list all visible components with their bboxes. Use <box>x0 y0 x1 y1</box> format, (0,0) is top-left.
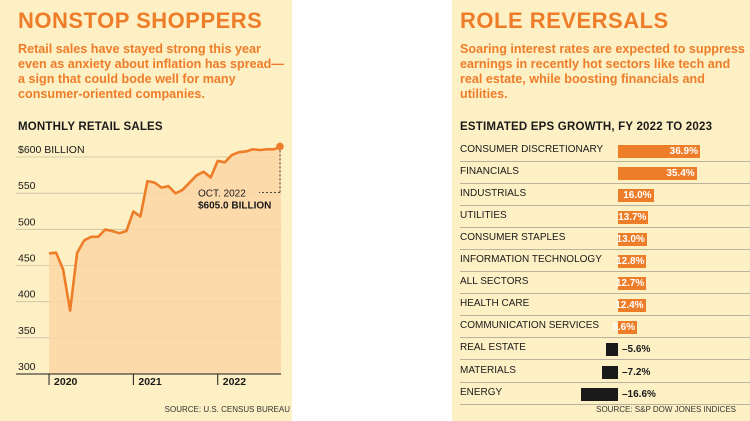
bar-row: COMMUNICATION SERVICES 8.6% <box>460 316 750 339</box>
eps-subtitle: Soaring interest rates are expected to s… <box>460 42 745 101</box>
bar-row: ALL SECTORS 12.7% <box>460 272 750 295</box>
x-tick-label: 2021 <box>138 376 162 388</box>
x-tick-label: 2020 <box>54 376 78 388</box>
row-divider <box>460 337 750 339</box>
bar-value-label: 12.4% <box>615 300 644 312</box>
row-divider <box>460 403 750 405</box>
bar-row: FINANCIALS 35.4% <box>460 162 750 185</box>
bar <box>605 343 618 357</box>
sales-area <box>49 146 281 374</box>
bar-value-label: 12.7% <box>615 278 645 290</box>
bar-value-label: –5.6% <box>622 344 651 356</box>
bar-row: INFORMATION TECHNOLOGY 12.8% <box>460 250 750 273</box>
bar-value-label: 8.6% <box>612 322 636 334</box>
bar-row: HEALTH CARE 12.4% <box>460 294 750 317</box>
bar <box>618 299 646 313</box>
bar-row: CONSUMER STAPLES 13.0% <box>460 228 750 251</box>
bar-category-label: COMMUNICATION SERVICES <box>460 320 600 332</box>
bar-category-label: UTILITIES <box>460 210 507 222</box>
bar-category-label: FINANCIALS <box>460 166 519 178</box>
retail-source: SOURCE: U.S. CENSUS BUREAU <box>164 405 290 414</box>
y-tick-label: 400 <box>18 289 36 301</box>
bar-category-label: ENERGY <box>460 386 503 398</box>
right-panel: ROLE REVERSALS Soaring interest rates ar… <box>452 0 750 421</box>
bar-category-label: ALL SECTORS <box>460 276 529 288</box>
bar-row: INDUSTRIALS 16.0% <box>460 184 750 207</box>
bar <box>581 387 618 401</box>
bar-row: UTILITIES 13.7% <box>460 206 750 229</box>
annotation-value: $605.0 BILLION <box>198 200 271 211</box>
bar-category-label: CONSUMER STAPLES <box>460 232 566 244</box>
row-divider <box>460 249 750 251</box>
bar-category-label: HEALTH CARE <box>460 298 530 310</box>
y-tick-label: 300 <box>18 361 36 373</box>
y-tick-label: $600 BILLION <box>18 144 85 156</box>
row-divider <box>460 183 750 185</box>
y-tick-label: 550 <box>18 180 36 192</box>
row-divider <box>460 227 750 229</box>
bar-value-label: 35.4% <box>666 168 695 180</box>
bar-row: MATERIALS –7.2% <box>460 361 750 383</box>
eps-source: SOURCE: S&P DOW JONES INDICES <box>596 405 736 414</box>
eps-chart-title: ESTIMATED EPS GROWTH, FY 2022 TO 2023 <box>460 121 713 133</box>
bar-category-label: MATERIALS <box>460 364 516 376</box>
bar <box>618 211 649 225</box>
bar-value-label: 36.9% <box>669 146 698 157</box>
bar-row: ENERGY –16.6% <box>460 383 750 405</box>
bar <box>618 321 638 335</box>
retail-sales-chart: $600 BILLION 550 500 450 400 350 300 2020 2021 20… <box>16 142 284 388</box>
bar-category-label: REAL ESTATE <box>460 342 526 354</box>
row-divider <box>460 205 750 207</box>
eps-title: ROLE REVERSALS <box>460 8 669 33</box>
y-tick-label: 450 <box>18 253 36 265</box>
left-panel: NONSTOP SHOPPERS Retail sales have staye… <box>0 0 292 421</box>
bar-value-label: –7.2% <box>622 366 651 378</box>
bar <box>602 365 618 379</box>
bar-category-label: INDUSTRIALS <box>460 188 527 200</box>
bar-value-label: –16.6% <box>622 388 656 400</box>
row-divider <box>460 381 750 383</box>
bar <box>618 255 647 269</box>
bar <box>618 277 647 291</box>
row-divider <box>460 315 750 317</box>
row-divider <box>460 161 750 162</box>
bar-category-label: CONSUMER DISCRETIONARY <box>460 144 604 155</box>
bar-category-label: INFORMATION TECHNOLOGY <box>460 254 602 266</box>
bar-row: REAL ESTATE –5.6% <box>460 338 750 361</box>
x-tick-label: 2022 <box>223 376 247 388</box>
sales-line <box>48 145 282 312</box>
bar-value-label: 16.0% <box>623 190 652 202</box>
y-tick-label: 500 <box>18 216 36 228</box>
retail-title: NONSTOP SHOPPERS <box>18 8 263 33</box>
bar <box>618 167 697 181</box>
bar <box>618 145 700 158</box>
bar-value-label: 13.0% <box>616 234 645 246</box>
annotation-date: OCT. 2022 <box>198 188 246 199</box>
bar <box>618 189 654 203</box>
row-divider <box>460 359 750 361</box>
retail-chart-title: MONTHLY RETAIL SALES <box>18 121 163 133</box>
bar-value-label: 13.7% <box>618 212 647 224</box>
y-tick-label: 350 <box>18 325 36 337</box>
bar-value-label: 12.8% <box>616 256 645 268</box>
row-divider <box>460 293 750 295</box>
row-divider <box>460 271 750 273</box>
bar <box>618 233 647 247</box>
annotation-marker <box>276 142 284 151</box>
bar-row: CONSUMER DISCRETIONARY 36.9% <box>460 140 750 162</box>
retail-subtitle: Retail sales have stayed strong this yea… <box>18 42 284 101</box>
